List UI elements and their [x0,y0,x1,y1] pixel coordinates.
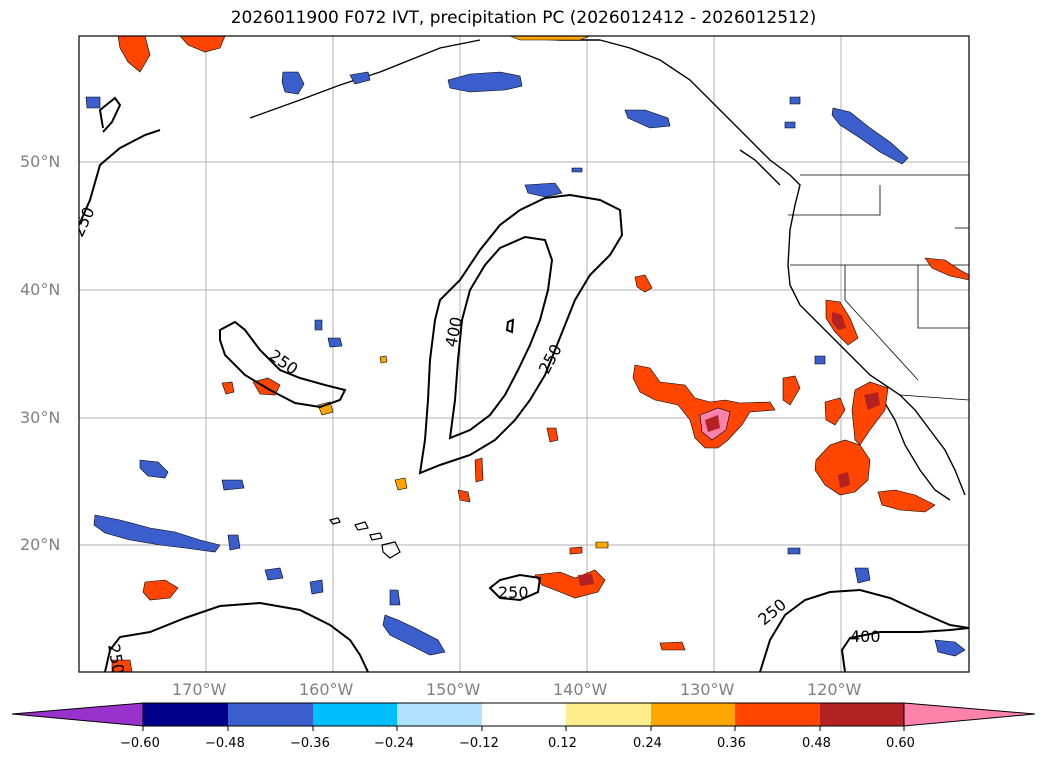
colorbar-segment [313,703,397,726]
contour-label: 400 [441,315,466,349]
lon-label: 160°W [299,680,354,699]
colorbar-extend-low [11,702,144,727]
colorbar-tick-label: −0.36 [290,736,330,751]
lon-label: 130°W [680,680,735,699]
lat-label: 30°N [20,408,61,427]
colorbar-tick-label: −0.60 [120,736,160,751]
map-title: 2026011900 F072 IVT, precipitation PC (2… [230,8,817,28]
colorbar-tick-label: 0.48 [802,736,831,751]
colorbar [11,702,1036,731]
colorbar-segment [397,703,482,726]
colorbar-tick-label: 0.60 [886,736,915,751]
lat-label: 20°N [20,535,61,554]
colorbar-tick-label: −0.12 [459,736,499,751]
colorbar-segment [482,703,566,726]
contour-label: 250 [498,583,529,602]
colorbar-extend-high [903,702,1036,727]
contour-label: 250 [68,204,98,240]
contour-label: 400 [850,627,881,646]
precip-positive-core [578,312,880,586]
colorbar-segment [735,703,820,726]
colorbar-segment [566,703,651,726]
contour-labels: 250 400 250 250 250 400 250 250 [68,204,881,675]
lon-label: 170°W [172,680,227,699]
lat-label: 50°N [20,152,61,171]
colorbar-tick-label: 0.12 [548,736,577,751]
colorbar-tick-label: −0.48 [205,736,245,751]
lon-label: 150°W [426,680,481,699]
colorbar-segment [820,703,904,726]
lat-label: 40°N [20,280,61,299]
plot-frame [78,35,970,673]
colorbar-segment [143,703,228,726]
lon-label: 140°W [553,680,608,699]
colorbar-tick-label: 0.24 [633,736,662,751]
precip-positive [111,36,969,672]
lon-label: 120°W [807,680,862,699]
state-borders [788,174,969,401]
contour-label: 250 [266,346,302,379]
colorbar-segment [228,703,313,726]
contour-label: 250 [535,341,566,377]
gridlines [79,36,969,672]
ivt-contours [79,96,969,672]
contour-label: 250 [754,595,790,629]
colorbar-segment [651,703,735,726]
plot-area: 250 400 250 250 250 400 250 250 [68,36,969,675]
contour-label: 250 [104,642,128,675]
colorbar-tick-label: −0.24 [374,736,414,751]
colorbar-tick-label: 0.36 [717,736,746,751]
precip-negative [85,71,966,657]
hawaii-islands [328,517,401,559]
